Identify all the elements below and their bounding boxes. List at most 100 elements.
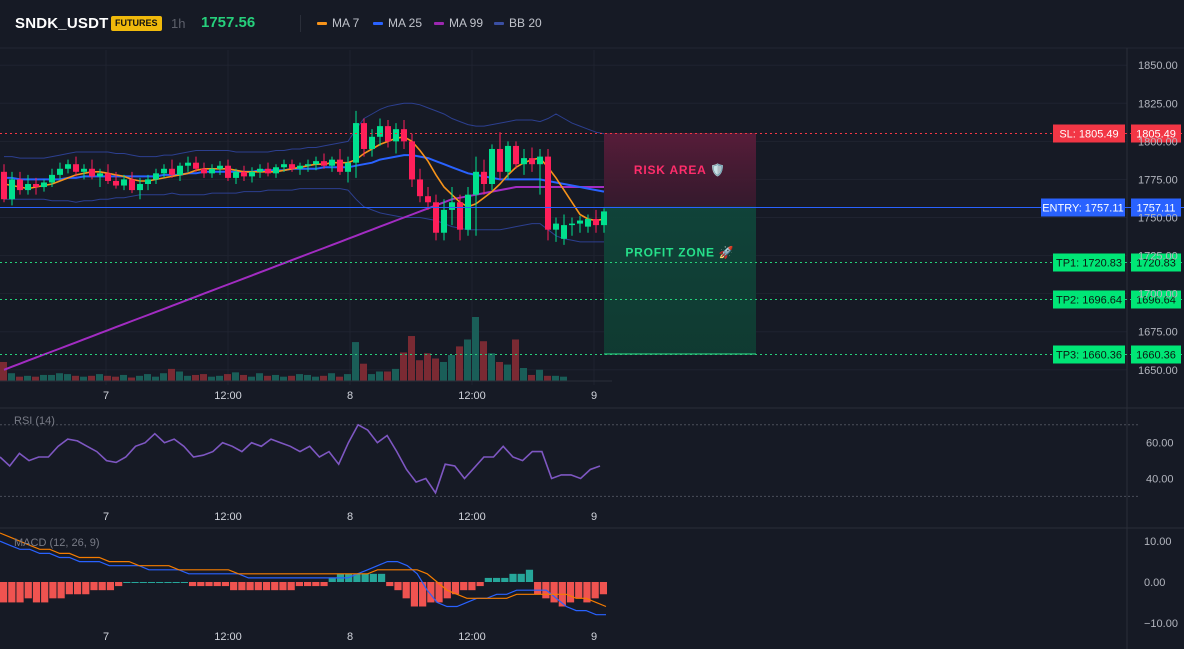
volume-bar (200, 374, 207, 381)
legend-bb20[interactable]: BB 20 (494, 16, 542, 30)
volume-bar (96, 374, 103, 381)
legend-ma99[interactable]: MA 99 (434, 16, 483, 30)
symbol-name[interactable]: SNDK_USDT (15, 15, 109, 32)
volume-bar (424, 353, 431, 381)
macd-hist-bar (172, 582, 180, 583)
candle-body (401, 129, 407, 142)
tp3-price-box (1131, 345, 1181, 364)
macd-hist-bar (131, 582, 139, 583)
candle-body (521, 158, 527, 165)
macd-hist-bar (435, 582, 443, 603)
candle-body (185, 162, 191, 166)
candle-body (225, 165, 231, 178)
volume-bar (320, 375, 327, 381)
candle-body (1, 171, 7, 200)
macd-tick-label: 0.00 (1144, 577, 1165, 589)
macd-hist-bar (32, 582, 41, 603)
volume-bar (8, 373, 15, 381)
volume-bar (480, 341, 487, 381)
interval-label[interactable]: 1h (171, 16, 186, 31)
macd-hist-bar (254, 582, 262, 591)
volume-bar (560, 376, 567, 381)
volume-bar (408, 336, 415, 381)
macd-title: MACD (12, 26, 9) (14, 537, 100, 549)
candle-body (585, 219, 591, 227)
macd-tick-label: 10.00 (1144, 536, 1172, 548)
price-tick-label: 1825.00 (1138, 98, 1178, 110)
macd-hist-bar (287, 582, 295, 591)
volume-bar (80, 376, 87, 381)
macd-signal-line (0, 532, 607, 608)
candle-body (569, 223, 575, 226)
volume-bar (248, 376, 255, 381)
tp2-label: TP2: 1696.64 (1056, 295, 1122, 307)
rsi-time-tick-label: 12:00 (214, 511, 242, 523)
macd-hist-bar (591, 582, 599, 599)
candle-body (489, 148, 495, 184)
candle-body (529, 158, 535, 165)
candle-body (233, 171, 239, 178)
candle-body (561, 225, 567, 239)
candle-body (33, 184, 39, 188)
macd-line (0, 540, 606, 616)
candle-body (265, 168, 271, 174)
candle-body (481, 171, 487, 184)
moving-averages (3, 135, 605, 371)
macd-hist-bar (361, 573, 369, 582)
macd-hist-bar (279, 582, 287, 591)
legend-swatch (373, 21, 383, 25)
candle-body (81, 168, 87, 172)
tp1-price: 1720.83 (1136, 258, 1176, 270)
legend-ma7[interactable]: MA 7 (317, 16, 359, 30)
candle-body (505, 145, 511, 172)
legend-ma25[interactable]: MA 25 (373, 16, 422, 30)
macd-hist-bar (82, 582, 90, 595)
candle-body (25, 184, 31, 191)
macd-hist-bar (188, 582, 197, 587)
volume-bar (352, 342, 359, 381)
volume-bar (216, 375, 223, 381)
volume-bar (256, 373, 263, 381)
candle-body (417, 179, 423, 197)
rsi-time-tick-label: 8 (347, 511, 353, 523)
volume-bar (488, 353, 495, 381)
candle-body (57, 168, 63, 175)
volume-bar (112, 376, 119, 381)
entry-price-box (1131, 198, 1181, 217)
macd-hist-bar (156, 582, 164, 583)
macd-hist-bar (451, 582, 460, 595)
tp3-label-box (1053, 345, 1125, 364)
risk-area-label: RISK AREA 🛡️ (634, 163, 726, 177)
candle-body (425, 196, 431, 203)
tp2-price: 1696.64 (1136, 295, 1176, 307)
candle-body (9, 179, 15, 200)
macd-hist-bar (534, 582, 542, 595)
macd-hist-bar (476, 582, 484, 587)
macd-time-tick-label: 9 (591, 631, 597, 643)
volume-bar (88, 375, 95, 381)
macd-hist-bar (427, 582, 435, 603)
macd-hist-bar (525, 569, 534, 582)
tp1-price-box (1131, 253, 1181, 272)
volume-bar (328, 373, 335, 381)
macd-hist-bar (106, 582, 115, 591)
candle-body (377, 126, 383, 137)
candle-body (65, 164, 71, 169)
volume-bar (16, 376, 23, 381)
macd-hist-bar (402, 582, 410, 599)
macd-hist-bar (262, 582, 271, 591)
time-tick-label: 12:00 (458, 390, 486, 402)
volume-bar (464, 339, 471, 381)
macd-hist-bar (460, 582, 468, 591)
candle-body (473, 171, 479, 195)
time-tick-label: 7 (103, 390, 109, 402)
macd-tick-label: −10.00 (1144, 618, 1178, 630)
candle-body (97, 173, 103, 177)
volume-bar (168, 368, 175, 381)
candle-body (217, 165, 223, 169)
rsi-tick-label: 60.00 (1146, 438, 1174, 450)
tp2-price-box (1131, 290, 1181, 309)
volume-bar (472, 317, 479, 381)
volume-bar (456, 346, 463, 381)
